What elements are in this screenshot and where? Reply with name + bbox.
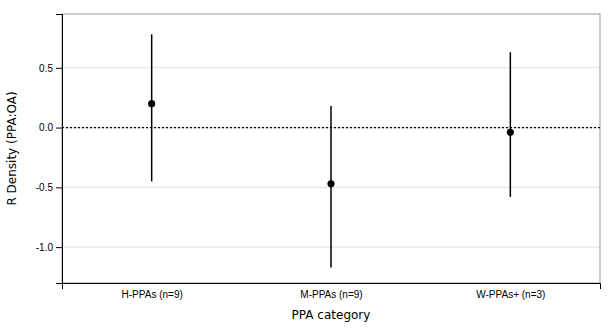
y-axis-line — [56, 15, 63, 284]
y-tick-label: -0.5 — [36, 182, 54, 193]
x-axis: H-PPAs (n=9) M-PPAs (n=9) W-PPAs+ (n=3) — [63, 283, 601, 300]
y-tick-label: -1.0 — [36, 242, 54, 253]
chart: -1.0 -0.5 0.0 0.5 H-PPAs (n=9) M-PPAs (n=9) W-… — [0, 0, 616, 329]
y-axis: -1.0 -0.5 0.0 0.5 — [36, 15, 63, 284]
y-tick-mark — [56, 187, 62, 188]
x-tick-label: W-PPAs+ (n=3) — [476, 289, 545, 300]
x-axis-title: PPA category — [292, 308, 371, 322]
error-bar — [510, 52, 512, 197]
x-tick: W-PPAs+ (n=3) — [476, 283, 545, 300]
y-axis-title: R Density (PPA:OA) — [5, 91, 19, 205]
x-tick: H-PPAs (n=9) — [122, 283, 183, 300]
y-tick: 0.5 — [39, 63, 62, 74]
x-tick-label: M-PPAs (n=9) — [300, 289, 362, 300]
y-tick: -0.5 — [36, 182, 62, 193]
plot-frame — [62, 14, 600, 283]
grid-line — [62, 67, 600, 68]
mean-point — [148, 100, 155, 107]
mean-point — [327, 180, 334, 187]
error-bar — [151, 34, 153, 181]
x-tick: M-PPAs (n=9) — [300, 283, 362, 300]
y-tick-label: 0.5 — [39, 63, 53, 74]
y-tick-label: 0.0 — [39, 122, 53, 133]
marks — [62, 34, 600, 267]
y-tick-mark — [56, 68, 62, 69]
reference-line — [62, 127, 600, 128]
y-tick-mark — [56, 128, 62, 129]
grid-line — [62, 127, 600, 128]
y-tick: 0.0 — [39, 122, 62, 133]
mean-point — [507, 129, 514, 136]
y-tick-mark — [56, 247, 62, 248]
plot: -1.0 -0.5 0.0 0.5 H-PPAs (n=9) M-PPAs (n=9) W-… — [36, 14, 601, 300]
y-tick: -1.0 — [36, 242, 62, 253]
x-tick-label: H-PPAs (n=9) — [122, 289, 183, 300]
